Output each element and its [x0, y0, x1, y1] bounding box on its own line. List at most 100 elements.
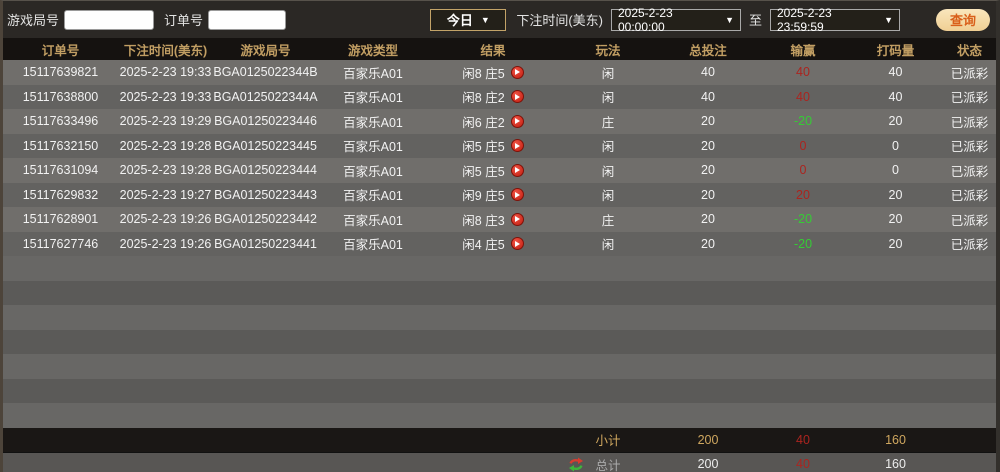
col-win-loss: 输赢 — [790, 43, 816, 58]
cell-rolling: 20 — [888, 187, 903, 202]
cell-round: BGA0125022344B — [213, 65, 318, 80]
cell-win-loss: -20 — [793, 114, 813, 129]
result-text: 闲8 庄2 — [462, 91, 505, 106]
empty-row — [3, 354, 996, 379]
empty-row — [3, 280, 996, 305]
table-row: 15117633496 2025-2-23 19:29 BGA012502234… — [3, 109, 996, 134]
result-text: 闲4 庄5 — [462, 238, 505, 253]
cell-game-type: 百家乐A01 — [343, 213, 403, 228]
date-range-select[interactable]: 今日 ▼ — [430, 8, 507, 31]
cell-status: 已派彩 — [950, 164, 989, 179]
table-row: 15117628901 2025-2-23 19:26 BGA012502234… — [3, 207, 996, 232]
result-text: 闲9 庄5 — [462, 189, 505, 204]
cell-round: BGA01250223441 — [214, 236, 317, 251]
cell-bet-time: 2025-2-23 19:33 — [119, 65, 212, 80]
cell-result: 闲9 庄5 — [428, 183, 558, 208]
total-bet: 200 — [697, 457, 719, 472]
end-time-select[interactable]: 2025-2-23 23:59:59 ▼ — [770, 6, 900, 34]
cell-win-loss: 20 — [796, 187, 810, 202]
cell-game-type: 百家乐A01 — [343, 164, 403, 179]
cell-game-type: 百家乐A01 — [343, 91, 403, 106]
subtotal-win: 40 — [796, 432, 810, 447]
toolbar-right-group: 今日 ▼ 下注时间(美东) 2025-2-23 00:00:00 ▼ 至 202… — [430, 5, 992, 34]
empty-row — [3, 329, 996, 354]
query-button[interactable]: 查询 — [936, 8, 990, 31]
cell-round: BGA01250223443 — [214, 187, 317, 202]
cell-status: 已派彩 — [950, 189, 989, 204]
cell-status: 已派彩 — [950, 91, 989, 106]
table-row: 15117632150 2025-2-23 19:28 BGA012502234… — [3, 133, 996, 158]
cell-round: BGA01250223445 — [214, 138, 317, 153]
total-row: 总计 200 40 160 — [3, 451, 996, 472]
cell-play: 闲 — [601, 238, 615, 253]
col-game-type: 游戏类型 — [347, 43, 398, 58]
cell-bet-time: 2025-2-23 19:28 — [119, 163, 212, 178]
cell-bet-time: 2025-2-23 19:27 — [119, 187, 212, 202]
cell-total-bet: 40 — [701, 89, 715, 104]
cell-rolling: 0 — [892, 163, 899, 178]
start-time-value: 2025-2-23 00:00:00 — [617, 5, 673, 34]
cell-play: 庄 — [601, 213, 615, 228]
to-label: 至 — [748, 13, 762, 28]
cell-rolling: 0 — [892, 138, 899, 153]
total-rolling: 160 — [885, 457, 906, 472]
play-icon[interactable] — [510, 163, 524, 177]
col-order: 订单号 — [41, 43, 80, 58]
game-round-input[interactable] — [64, 9, 155, 30]
cell-play: 闲 — [601, 164, 615, 179]
play-icon[interactable] — [510, 65, 524, 79]
cell-bet-time: 2025-2-23 19:33 — [119, 89, 212, 104]
cell-win-loss: 40 — [796, 89, 810, 104]
bet-time-label: 下注时间(美东) — [516, 13, 603, 28]
cell-total-bet: 20 — [701, 236, 715, 251]
cell-game-type: 百家乐A01 — [343, 140, 403, 155]
cell-total-bet: 20 — [701, 114, 715, 129]
cell-order: 15117629832 — [22, 187, 99, 202]
cell-status: 已派彩 — [950, 140, 989, 155]
subtotal-row: 小计 200 40 160 — [3, 427, 996, 452]
empty-row — [3, 403, 996, 428]
cell-total-bet: 40 — [701, 65, 715, 80]
chevron-down-icon: ▼ — [480, 14, 490, 25]
total-win: 40 — [796, 457, 810, 472]
chevron-down-icon: ▼ — [884, 14, 893, 25]
cell-win-loss: 0 — [799, 138, 807, 153]
play-icon[interactable] — [510, 139, 524, 153]
play-icon[interactable] — [510, 237, 524, 251]
table-header: 订单号 下注时间(美东) 游戏局号 游戏类型 结果 玩法 总投注 输赢 打码量 … — [3, 38, 996, 60]
play-icon[interactable] — [510, 114, 524, 128]
cell-result: 闲4 庄5 — [428, 232, 558, 257]
cell-order: 15117638800 — [22, 89, 99, 104]
start-time-select[interactable]: 2025-2-23 00:00:00 ▼ — [610, 5, 741, 34]
play-icon[interactable] — [510, 188, 524, 202]
cell-order: 15117631094 — [22, 163, 99, 178]
total-label-cell: 总计 — [558, 453, 658, 472]
cell-play: 闲 — [601, 91, 615, 106]
cell-win-loss: 0 — [799, 163, 807, 178]
play-icon[interactable] — [510, 212, 524, 226]
table-row: 15117627746 2025-2-23 19:26 BGA012502234… — [3, 231, 996, 257]
cell-rolling: 20 — [888, 212, 903, 227]
result-text: 闲5 庄5 — [462, 140, 505, 155]
cell-game-type: 百家乐A01 — [343, 189, 403, 204]
cell-order: 15117628901 — [22, 212, 99, 227]
col-result: 结果 — [480, 43, 506, 58]
play-icon[interactable] — [510, 90, 524, 104]
order-no-input[interactable] — [208, 9, 287, 30]
table-row: 15117639821 2025-2-23 19:33 BGA012502234… — [3, 60, 996, 85]
subtotal-bet: 200 — [697, 432, 719, 447]
cell-win-loss: -20 — [793, 236, 813, 251]
cell-round: BGA01250223442 — [214, 212, 317, 227]
subtotal-rolling: 160 — [885, 432, 906, 447]
cell-result: 闲5 庄5 — [428, 158, 558, 183]
empty-row — [3, 256, 996, 281]
cell-round: BGA01250223446 — [214, 114, 317, 129]
col-bet-time: 下注时间(美东) — [123, 43, 208, 58]
win-loss-swap-icon — [568, 457, 584, 472]
cell-game-type: 百家乐A01 — [343, 66, 403, 81]
col-play: 玩法 — [595, 43, 621, 58]
cell-result: 闲8 庄2 — [428, 85, 558, 110]
cell-win-loss: -20 — [793, 212, 813, 227]
cell-play: 闲 — [601, 66, 615, 81]
